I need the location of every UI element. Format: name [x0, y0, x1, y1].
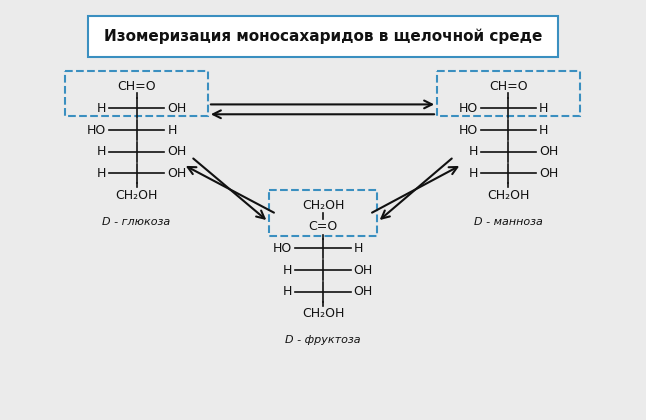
Text: HO: HO: [87, 123, 106, 136]
Text: OH: OH: [539, 145, 558, 158]
Text: HO: HO: [459, 102, 477, 115]
Text: D - глюкоза: D - глюкоза: [103, 217, 171, 227]
FancyBboxPatch shape: [88, 16, 558, 57]
Text: OH: OH: [167, 167, 187, 180]
Text: H: H: [468, 167, 477, 180]
Text: H: H: [283, 286, 292, 298]
Text: H: H: [96, 167, 106, 180]
Text: OH: OH: [354, 286, 373, 298]
Text: H: H: [167, 123, 177, 136]
Text: D - манноза: D - манноза: [474, 217, 543, 227]
Text: CH₂OH: CH₂OH: [302, 199, 344, 212]
Text: OH: OH: [167, 145, 187, 158]
Text: H: H: [354, 242, 363, 255]
Text: H: H: [539, 123, 548, 136]
Text: H: H: [468, 145, 477, 158]
Text: H: H: [96, 145, 106, 158]
Text: C=O: C=O: [308, 220, 338, 233]
Text: CH₂OH: CH₂OH: [116, 189, 158, 202]
Text: Изомеризация моносахаридов в щелочной среде: Изомеризация моносахаридов в щелочной ср…: [104, 29, 542, 44]
Text: CH=O: CH=O: [118, 80, 156, 93]
Text: HO: HO: [273, 242, 292, 255]
Text: CH=O: CH=O: [489, 80, 528, 93]
Text: D - фруктоза: D - фруктоза: [285, 335, 361, 345]
Text: HO: HO: [459, 123, 477, 136]
Text: OH: OH: [354, 264, 373, 277]
Text: OH: OH: [167, 102, 187, 115]
Text: OH: OH: [539, 167, 558, 180]
Text: H: H: [283, 264, 292, 277]
Text: H: H: [96, 102, 106, 115]
Text: CH₂OH: CH₂OH: [302, 307, 344, 320]
Text: CH₂OH: CH₂OH: [487, 189, 530, 202]
Text: H: H: [539, 102, 548, 115]
